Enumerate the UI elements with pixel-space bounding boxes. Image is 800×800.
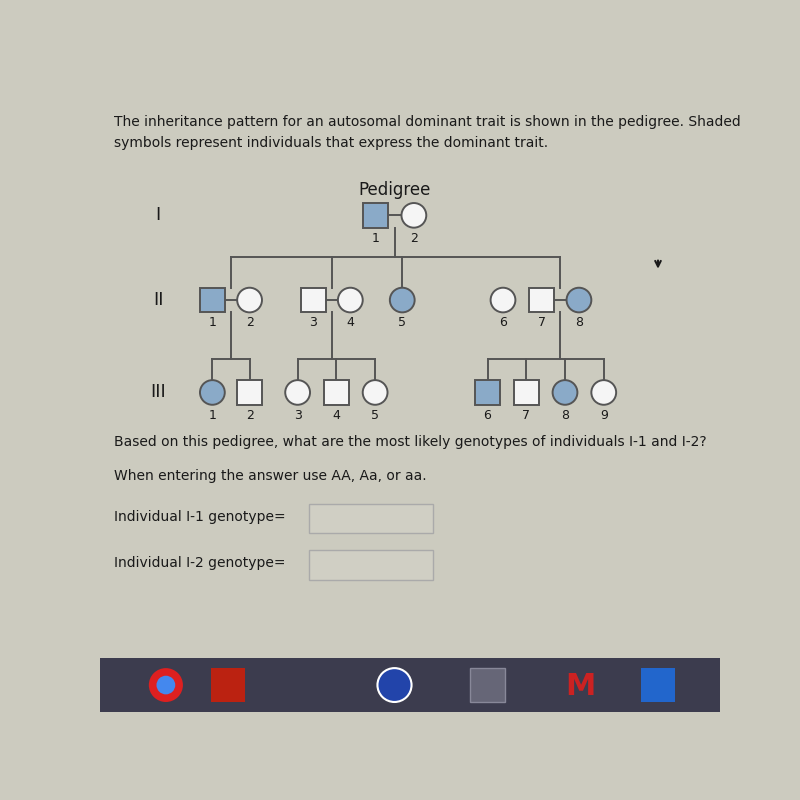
Circle shape: [378, 668, 411, 702]
Circle shape: [362, 380, 387, 405]
Text: I: I: [155, 206, 161, 224]
Circle shape: [553, 380, 578, 405]
Text: 2: 2: [246, 316, 254, 330]
Bar: [362, 203, 387, 228]
Text: Pedigree: Pedigree: [358, 181, 430, 198]
Text: II: II: [153, 291, 163, 309]
Bar: [310, 550, 434, 579]
Circle shape: [237, 288, 262, 312]
Text: 7: 7: [538, 316, 546, 330]
Circle shape: [157, 676, 175, 694]
Text: 1: 1: [371, 231, 379, 245]
Text: Individual I-2 genotype=: Individual I-2 genotype=: [114, 556, 286, 570]
Bar: [530, 288, 554, 312]
Text: 9: 9: [600, 409, 608, 422]
Text: 3: 3: [294, 409, 302, 422]
Text: M: M: [566, 672, 596, 701]
Bar: [211, 668, 245, 702]
Bar: [237, 380, 262, 405]
Text: III: III: [150, 383, 166, 402]
Text: 6: 6: [483, 409, 491, 422]
Bar: [641, 668, 675, 702]
Text: 2: 2: [246, 409, 254, 422]
Text: 4: 4: [333, 409, 340, 422]
Text: 1: 1: [209, 409, 216, 422]
Circle shape: [338, 288, 362, 312]
Text: 5: 5: [371, 409, 379, 422]
Circle shape: [490, 288, 515, 312]
Text: Individual I-1 genotype=: Individual I-1 genotype=: [114, 510, 286, 524]
Bar: [310, 504, 434, 534]
Bar: [514, 380, 538, 405]
Text: 2: 2: [410, 231, 418, 245]
Circle shape: [286, 380, 310, 405]
Bar: [470, 668, 505, 702]
Bar: [324, 380, 349, 405]
Bar: [100, 658, 720, 712]
Text: 4: 4: [346, 316, 354, 330]
Text: Based on this pedigree, what are the most likely genotypes of individuals I-1 an: Based on this pedigree, what are the mos…: [114, 435, 706, 449]
Text: 7: 7: [522, 409, 530, 422]
Text: 5: 5: [398, 316, 406, 330]
Text: The inheritance pattern for an autosomal dominant trait is shown in the pedigree: The inheritance pattern for an autosomal…: [114, 115, 741, 130]
Bar: [200, 288, 225, 312]
Circle shape: [149, 668, 183, 702]
Bar: [301, 288, 326, 312]
Text: symbols represent individuals that express the dominant trait.: symbols represent individuals that expre…: [114, 136, 548, 150]
Circle shape: [566, 288, 591, 312]
Text: 1: 1: [209, 316, 216, 330]
Bar: [475, 380, 500, 405]
Circle shape: [591, 380, 616, 405]
Text: When entering the answer use AA, Aa, or aa.: When entering the answer use AA, Aa, or …: [114, 470, 426, 483]
Circle shape: [402, 203, 426, 228]
Text: 3: 3: [309, 316, 317, 330]
Text: 6: 6: [499, 316, 507, 330]
Text: 8: 8: [575, 316, 583, 330]
Circle shape: [200, 380, 225, 405]
Text: 8: 8: [561, 409, 569, 422]
Circle shape: [390, 288, 414, 312]
